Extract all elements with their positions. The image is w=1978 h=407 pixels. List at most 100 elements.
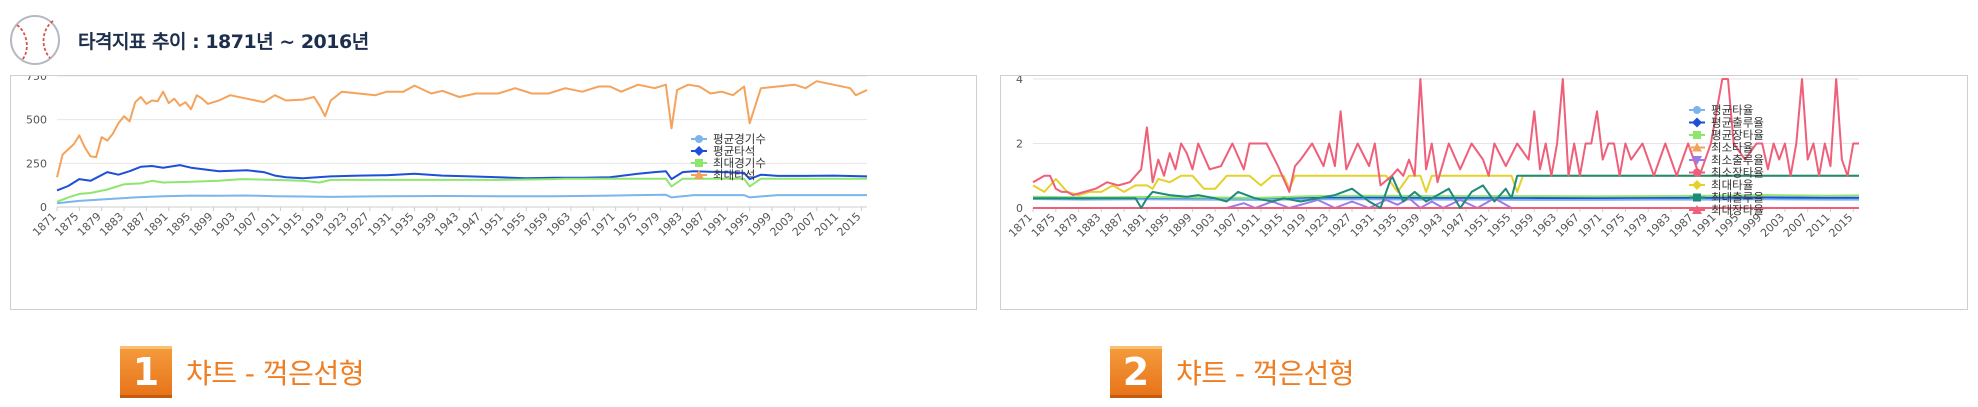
legend-label: 최대경기수 <box>713 156 766 170</box>
legend-item: 최대장타율 <box>1689 203 1764 217</box>
series-line <box>56 80 868 178</box>
x-tick-label: 1991 <box>700 210 729 239</box>
legend-item: 최소타율 <box>1689 141 1753 155</box>
caption-number-badge: 2 <box>1110 346 1162 398</box>
x-tick-label: 1895 <box>1143 211 1172 240</box>
legend-label: 평균타석 <box>713 144 755 158</box>
legend-label: 최소출루율 <box>1711 153 1764 167</box>
legend-marker <box>695 159 703 167</box>
legend-marker <box>1693 131 1701 139</box>
x-tick-label: 1955 <box>1485 211 1514 240</box>
x-tick-label: 1979 <box>1621 211 1650 240</box>
caption-number-badge: 1 <box>120 346 172 398</box>
x-tick-label: 1963 <box>1530 211 1559 240</box>
x-tick-label: 1987 <box>1667 211 1696 240</box>
legend-marker <box>1692 142 1702 152</box>
x-tick-label: 1871 <box>30 210 59 239</box>
page-header: 타격지표 추이 : 1871년 ~ 2016년 <box>8 10 369 70</box>
chart-caption-1: 1 챠트 - 꺽은선형 <box>120 346 364 398</box>
x-tick-label: 1911 <box>254 210 283 239</box>
x-tick-label: 2007 <box>1781 211 1810 240</box>
x-tick-label: 1963 <box>544 210 573 239</box>
legend-marker <box>1692 156 1702 165</box>
legend-item: 최소출루율 <box>1689 153 1764 167</box>
legend-item: 평균장타율 <box>1689 128 1764 142</box>
x-tick-label: 2011 <box>812 210 841 239</box>
y-tick-label: 750 <box>26 76 47 83</box>
x-tick-label: 1883 <box>97 210 126 239</box>
x-tick-label: 1967 <box>566 210 595 239</box>
legend-label: 평균타율 <box>1711 103 1753 117</box>
legend-marker <box>1693 168 1701 177</box>
x-tick-label: 2003 <box>768 210 797 239</box>
x-tick-label: 1927 <box>1325 211 1354 240</box>
caption-text: 챠트 - 꺽은선형 <box>186 357 364 390</box>
x-tick-label: 1899 <box>187 210 216 239</box>
legend-item: 최소장타율 <box>1689 166 1764 180</box>
x-tick-label: 1995 <box>723 210 752 239</box>
x-tick-label: 1959 <box>1507 211 1536 240</box>
x-tick-label: 1887 <box>1097 211 1126 240</box>
legend-item: 평균경기수 <box>691 132 766 146</box>
legend-label: 최대출루율 <box>1711 191 1764 205</box>
x-tick-label: 1923 <box>321 210 350 239</box>
x-tick-label: 1975 <box>611 210 640 239</box>
legend-item: 최대출루율 <box>1689 191 1764 205</box>
x-tick-label: 1907 <box>231 210 260 239</box>
x-tick-label: 1899 <box>1166 211 1195 240</box>
x-tick-label: 1935 <box>388 210 417 239</box>
x-tick-label: 1939 <box>410 210 439 239</box>
line-chart-batting-counts: 0 250 500 750 187118751879188318871891189518… <box>26 76 868 239</box>
x-tick-label: 1931 <box>365 210 394 239</box>
baseball-icon <box>10 15 60 65</box>
legend-item: 최대경기수 <box>691 156 766 170</box>
y-tick-label: 0 <box>40 201 47 214</box>
x-tick-label: 1923 <box>1302 211 1331 240</box>
legend-item: 최대타석 <box>691 168 755 182</box>
x-tick-label: 1999 <box>745 210 774 239</box>
x-tick-label: 1911 <box>1234 211 1263 240</box>
legend-item: 평균출루율 <box>1689 116 1764 130</box>
x-tick-label: 1951 <box>477 210 506 239</box>
x-tick-label: 1879 <box>75 210 104 239</box>
legend-marker <box>1692 117 1702 128</box>
line-chart-batting-rates: 0241871187518791883188718911895189919031… <box>1006 76 1860 240</box>
series-line <box>1032 194 1860 199</box>
legend-label: 최대장타율 <box>1711 203 1764 217</box>
series-line <box>56 177 867 203</box>
x-tick-label: 1875 <box>1029 211 1058 240</box>
x-tick-label: 1947 <box>1439 211 1468 240</box>
x-tick-label: 1903 <box>209 210 238 239</box>
x-tick-label: 1907 <box>1211 211 1240 240</box>
y-tick-label: 2 <box>1016 138 1023 151</box>
x-tick-label: 1975 <box>1599 211 1628 240</box>
x-tick-label: 1879 <box>1052 211 1081 240</box>
x-tick-label: 1927 <box>343 210 372 239</box>
legend-item: 최대타율 <box>1689 178 1753 192</box>
legend-item: 평균타석 <box>691 144 755 158</box>
x-tick-label: 1983 <box>656 210 685 239</box>
x-tick-label: 1979 <box>633 210 662 239</box>
x-tick-label: 1951 <box>1462 211 1491 240</box>
y-tick-label: 4 <box>1016 76 1023 86</box>
y-tick-label: 250 <box>26 157 47 170</box>
series-line <box>56 193 867 205</box>
y-tick-label: 0 <box>1016 202 1023 215</box>
legend-label: 최소타율 <box>1711 141 1753 155</box>
page-title: 타격지표 추이 : 1871년 ~ 2016년 <box>78 30 369 53</box>
x-tick-label: 1919 <box>1280 211 1309 240</box>
chart-panel-2: 0 2 4 1871 1875 1879 1883 1887 1891 1895 1899 1903 1… <box>1000 75 1968 310</box>
x-tick-label: 2011 <box>1804 211 1833 240</box>
x-tick-label: 2015 <box>1826 211 1855 240</box>
chart-caption-2: 2 챠트 - 꺽은선형 <box>1110 346 1354 398</box>
x-tick-label: 1955 <box>499 210 528 239</box>
y-tick-label: 500 <box>26 114 47 127</box>
series-line <box>56 164 868 192</box>
legend-marker <box>1692 205 1702 214</box>
x-tick-label: 1971 <box>589 210 618 239</box>
x-tick-label: 1895 <box>164 210 193 239</box>
x-tick-label: 1891 <box>1120 211 1149 240</box>
legend-marker <box>694 170 704 179</box>
legend-marker <box>1693 193 1701 202</box>
x-tick-label: 1987 <box>678 210 707 239</box>
